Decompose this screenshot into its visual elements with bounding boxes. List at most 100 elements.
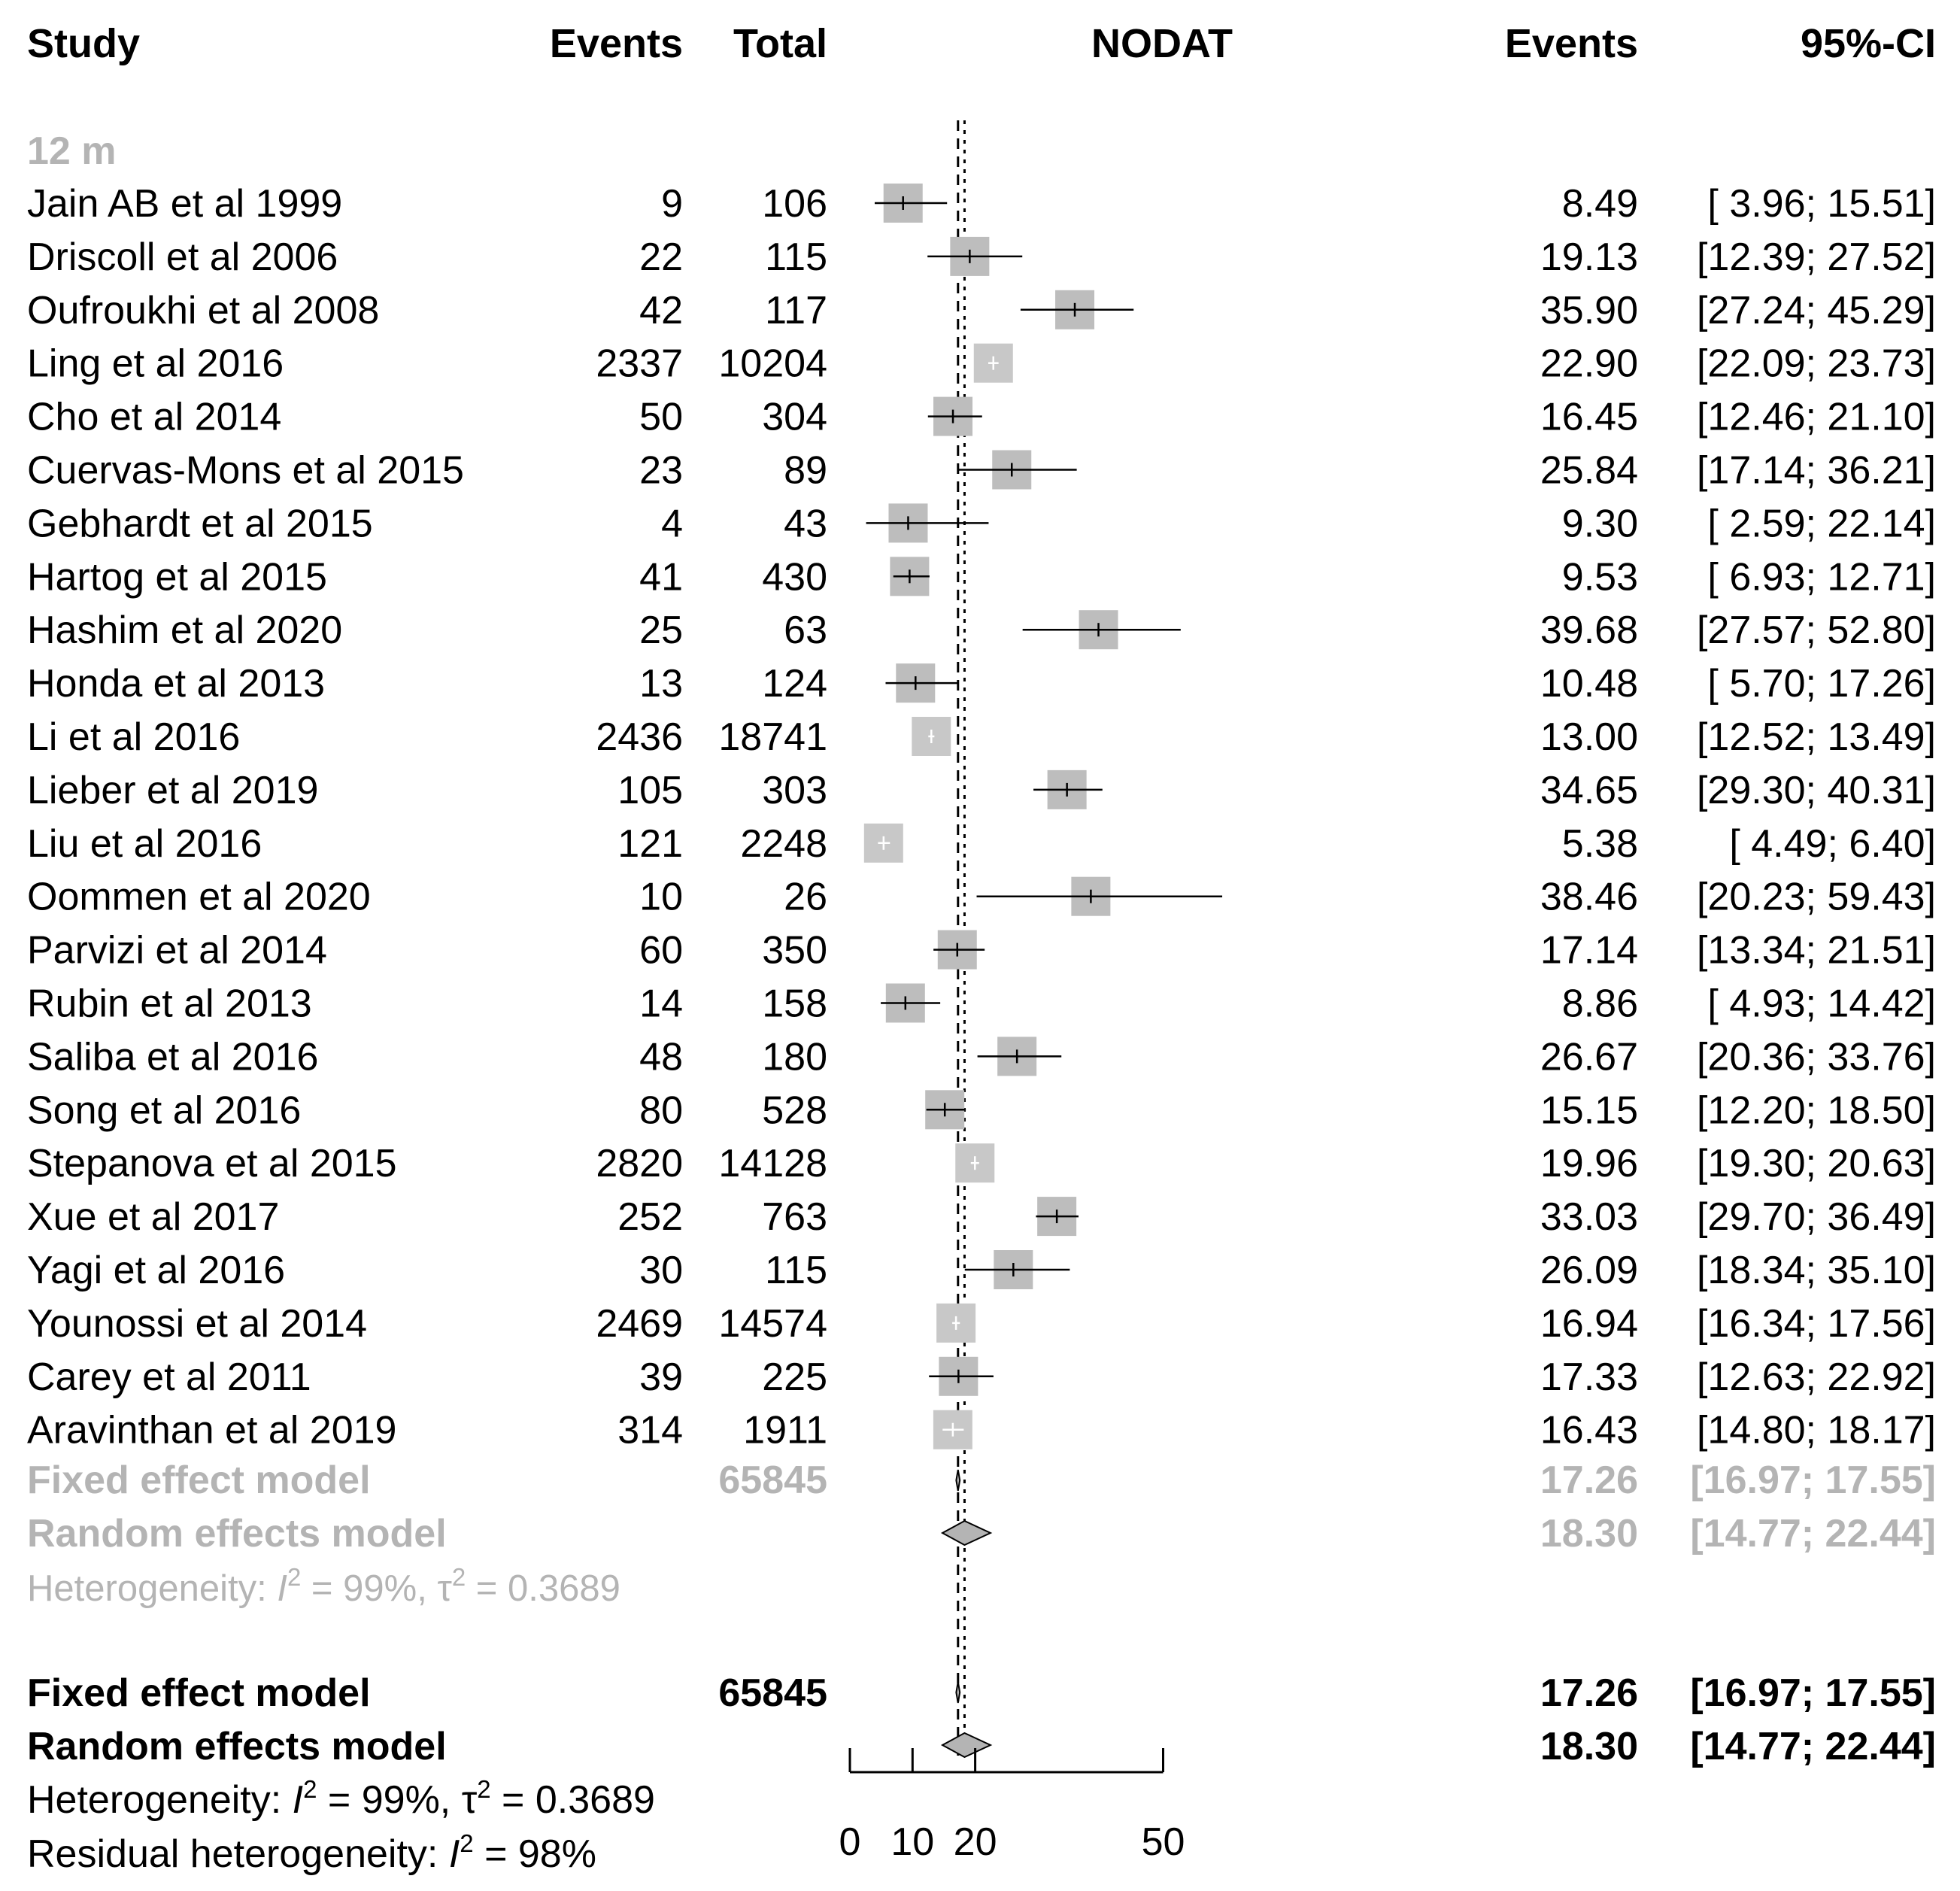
study-name: Song et al 2016 — [27, 1088, 301, 1132]
study-row: Aravinthan et al 2019 314 1911 16.43 [14.80;… — [27, 1409, 1936, 1452]
study-estimate: 16.94 — [1540, 1302, 1638, 1346]
study-name: Stepanova et al 2015 — [27, 1142, 397, 1185]
study-estimate: 16.43 — [1540, 1409, 1638, 1452]
study-ci: [ 6.93; 12.71] — [1707, 555, 1936, 599]
study-estimate: 15.15 — [1540, 1088, 1638, 1132]
study-name: Yagi et al 2016 — [27, 1249, 285, 1292]
study-estimate: 19.13 — [1540, 235, 1638, 279]
study-events: 121 — [617, 822, 683, 866]
study-name: Liu et al 2016 — [27, 822, 262, 866]
study-row: Parvizi et al 2014 60 350 17.14 [13.34; 21.5… — [27, 929, 1936, 973]
study-row: Honda et al 2013 13 124 10.48 [ 5.70; 17.26] — [27, 662, 1936, 706]
study-row: Carey et al 2011 39 225 17.33 [12.63; 22.92] — [27, 1355, 1936, 1399]
header-estimate: Events — [1505, 21, 1638, 66]
study-estimate: 26.67 — [1540, 1035, 1638, 1079]
study-name: Oufroukhi et al 2008 — [27, 289, 379, 332]
study-ci: [12.52; 13.49] — [1697, 715, 1936, 759]
study-total: 763 — [762, 1195, 827, 1239]
study-events: 2337 — [596, 342, 683, 386]
study-events: 39 — [639, 1355, 683, 1399]
study-events: 80 — [639, 1088, 683, 1132]
overall-random-estimate: 18.30 — [1540, 1725, 1638, 1768]
study-estimate: 5.38 — [1562, 822, 1638, 866]
study-events: 13 — [639, 662, 683, 706]
study-ci: [12.46; 21.10] — [1697, 396, 1936, 439]
study-total: 10204 — [718, 342, 827, 386]
study-name: Oommen et al 2020 — [27, 876, 371, 919]
study-ci: [14.80; 18.17] — [1697, 1409, 1936, 1452]
x-axis-tick-label: 20 — [954, 1820, 997, 1864]
study-estimate: 9.30 — [1562, 502, 1638, 545]
study-events: 42 — [639, 289, 683, 332]
study-ci: [ 4.49; 6.40] — [1729, 822, 1936, 866]
subgroup-fixed-ci: [16.97; 17.55] — [1690, 1458, 1936, 1502]
study-events: 2820 — [596, 1142, 683, 1185]
study-ci: [22.09; 23.73] — [1697, 342, 1936, 386]
study-ci: [27.24; 45.29] — [1697, 289, 1936, 332]
header-events: Events — [550, 21, 683, 66]
study-row: Stepanova et al 2015 2820 14128 19.96 [19.30… — [27, 1142, 1936, 1185]
x-axis-tick-label: 10 — [890, 1820, 934, 1864]
study-total: 430 — [762, 555, 827, 599]
study-row: Rubin et al 2013 14 158 8.86 [ 4.93; 14.42] — [27, 982, 1936, 1026]
study-total: 106 — [762, 182, 827, 226]
overall-heterogeneity: Heterogeneity: I2 = 99%, τ2 = 0.3689 — [27, 1775, 655, 1822]
study-ci: [12.20; 18.50] — [1697, 1088, 1936, 1132]
study-total: 2248 — [740, 822, 827, 866]
study-events: 9 — [661, 182, 683, 226]
overall-fixed-label: Fixed effect model — [27, 1671, 371, 1715]
study-estimate: 10.48 — [1540, 662, 1638, 706]
study-row: Oommen et al 2020 10 26 38.46 [20.23; 59.43] — [27, 876, 1936, 919]
study-row: Younossi et al 2014 2469 14574 16.94 [16.34;… — [27, 1302, 1936, 1346]
overall-random-ci: [14.77; 22.44] — [1690, 1725, 1936, 1768]
study-name: Younossi et al 2014 — [27, 1302, 367, 1346]
study-row: Oufroukhi et al 2008 42 117 35.90 [27.24; 45… — [27, 289, 1936, 332]
study-estimate: 17.33 — [1540, 1355, 1638, 1399]
study-events: 50 — [639, 396, 683, 439]
study-estimate: 33.03 — [1540, 1195, 1638, 1239]
study-name: Hashim et al 2020 — [27, 609, 342, 652]
study-estimate: 17.14 — [1540, 929, 1638, 973]
study-events: 14 — [639, 982, 683, 1026]
study-estimate: 8.49 — [1562, 182, 1638, 226]
overall-fixed-total: 65845 — [718, 1671, 827, 1715]
study-estimate: 39.68 — [1540, 609, 1638, 652]
subgroup-fixed-label: Fixed effect model — [27, 1458, 371, 1502]
study-ci: [13.34; 21.51] — [1697, 929, 1936, 973]
study-name: Hartog et al 2015 — [27, 555, 327, 599]
study-row: Driscoll et al 2006 22 115 19.13 [12.39; 27.… — [27, 235, 1936, 279]
study-estimate: 26.09 — [1540, 1249, 1638, 1292]
study-estimate: 13.00 — [1540, 715, 1638, 759]
study-ci: [16.34; 17.56] — [1697, 1302, 1936, 1346]
subgroup-random-label: Random effects model — [27, 1512, 447, 1556]
study-events: 2469 — [596, 1302, 683, 1346]
study-ci: [17.14; 36.21] — [1697, 449, 1936, 493]
study-ci: [20.23; 59.43] — [1697, 876, 1936, 919]
study-total: 115 — [765, 1249, 827, 1292]
study-ci: [29.70; 36.49] — [1697, 1195, 1936, 1239]
study-estimate: 34.65 — [1540, 769, 1638, 812]
study-ci: [12.39; 27.52] — [1697, 235, 1936, 279]
study-row: Lieber et al 2019 105 303 34.65 [29.30; 40.3… — [27, 769, 1936, 812]
study-events: 2436 — [596, 715, 683, 759]
subgroup-heterogeneity: Heterogeneity: I2 = 99%, τ2 = 0.3689 — [27, 1563, 620, 1609]
study-name: Li et al 2016 — [27, 715, 240, 759]
study-name: Cuervas-Mons et al 2015 — [27, 449, 464, 493]
x-axis: 0 10 20 50 — [839, 1748, 1185, 1864]
x-axis-tick-label: 0 — [839, 1820, 861, 1864]
study-ci: [12.63; 22.92] — [1697, 1355, 1936, 1399]
study-total: 158 — [762, 982, 827, 1026]
study-estimate: 25.84 — [1540, 449, 1638, 493]
study-events: 22 — [639, 235, 683, 279]
study-row: Li et al 2016 2436 18741 13.00 [12.52; 13.49… — [27, 715, 1936, 759]
study-total: 528 — [762, 1088, 827, 1132]
study-ci: [27.57; 52.80] — [1697, 609, 1936, 652]
study-total: 14128 — [718, 1142, 827, 1185]
study-row: Yagi et al 2016 30 115 26.09 [18.34; 35.10] — [27, 1249, 1936, 1292]
overall-fixed-estimate: 17.26 — [1540, 1671, 1638, 1715]
subgroup-random-estimate: 18.30 — [1540, 1512, 1638, 1556]
study-estimate: 38.46 — [1540, 876, 1638, 919]
study-ci: [19.30; 20.63] — [1697, 1142, 1936, 1185]
study-ci: [ 2.59; 22.14] — [1707, 502, 1936, 545]
